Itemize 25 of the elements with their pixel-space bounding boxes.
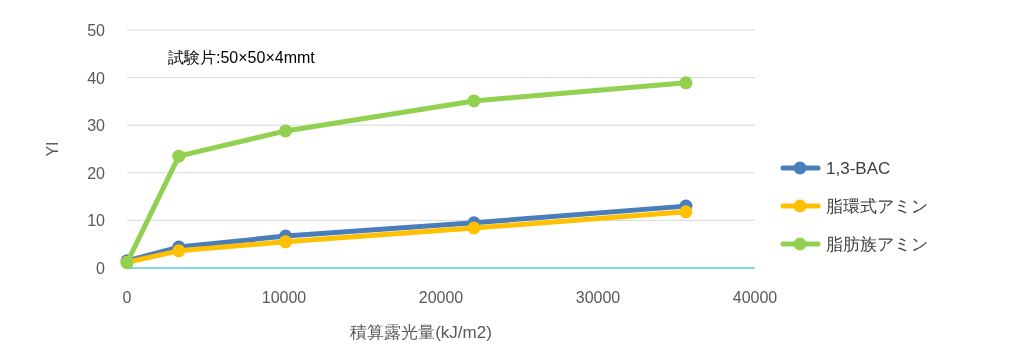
x-axis-title: 積算露光量(kJ/m2) (350, 323, 492, 342)
legend-label: 脂環式アミン (826, 197, 928, 216)
point (467, 221, 481, 235)
x-tick-label: 10000 (261, 289, 307, 306)
y-axis-title: YI (44, 141, 61, 157)
y-tick-label: 20 (87, 164, 106, 182)
point (467, 94, 481, 108)
y-tick-label: 30 (87, 117, 106, 135)
x-tick-label: 20000 (418, 289, 464, 306)
point (172, 149, 186, 163)
x-tick-label: 0 (122, 289, 132, 306)
y-tick-label: 10 (87, 212, 106, 230)
point (679, 76, 693, 90)
point (279, 235, 293, 249)
point (279, 124, 293, 138)
point (172, 244, 186, 258)
y-tick-label: 50 (87, 22, 106, 39)
y-tick-label: 0 (96, 260, 106, 277)
x-tick-label: 40000 (732, 289, 778, 306)
y-tick-label: 40 (87, 69, 106, 87)
x-tick-label: 30000 (575, 289, 621, 306)
point (679, 205, 693, 219)
annotation: 試験片:50×50×4mmt (168, 49, 316, 66)
legend-label: 1,3-BAC (826, 159, 891, 178)
legend-label: 脂肪族アミン (826, 235, 928, 254)
